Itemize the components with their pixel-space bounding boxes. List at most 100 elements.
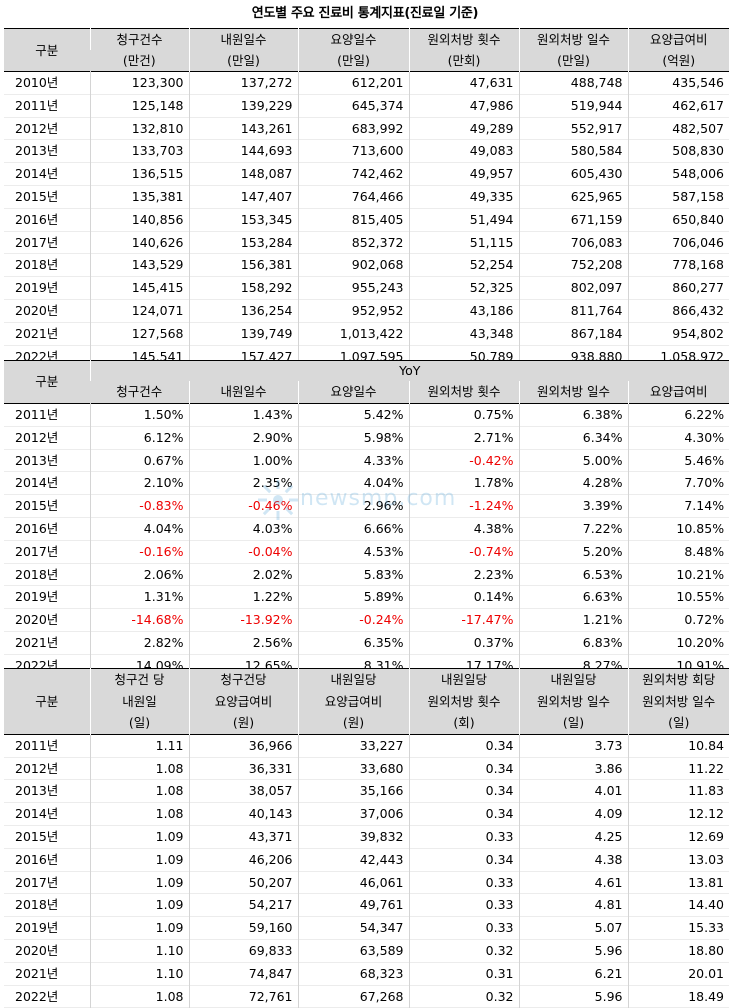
- year-cell: 2019년: [15, 589, 59, 605]
- header-yoy: YoY: [89, 360, 730, 381]
- value-cell: 2.06%: [89, 563, 189, 586]
- table-row: 2018년 143,529 156,381 902,068 52,254 752,208 7…: [4, 253, 729, 277]
- value-cell: 139,749: [188, 322, 298, 346]
- table-row: 2011년 125,148 139,229 645,374 47,986 519,944 4…: [4, 94, 729, 118]
- value-cell: 54,347: [297, 916, 409, 940]
- value-cell: 6.63%: [518, 585, 628, 609]
- value-cell: 43,186: [408, 299, 519, 323]
- value-cell: 153,345: [188, 208, 298, 232]
- value-cell: 0.75%: [408, 403, 519, 427]
- value-cell: 6.83%: [518, 631, 628, 655]
- value-cell: 153,284: [188, 231, 298, 254]
- value-cell: 6.53%: [518, 563, 628, 586]
- value-cell: 5.89%: [297, 585, 409, 609]
- header-unit: (만건): [90, 50, 189, 72]
- value-cell: 139,229: [188, 94, 298, 118]
- value-cell: 145,415: [89, 276, 189, 300]
- value-cell: 4.01: [518, 779, 628, 803]
- value-cell: 158,292: [188, 276, 298, 300]
- value-cell: 47,986: [408, 94, 519, 118]
- value-cell: 1.09: [89, 871, 189, 894]
- value-cell: 3.86: [518, 757, 628, 780]
- table-row: 2017년 -0.16% -0.04% 4.53% -0.74% 5.20% 8.48%: [4, 540, 730, 564]
- value-cell: 802,097: [518, 276, 628, 300]
- value-cell: 132,810: [89, 117, 189, 140]
- header-unit: (일): [89, 712, 189, 735]
- table-row: 2019년 1.09 59,160 54,347 0.33 5.07 15.33: [4, 916, 729, 940]
- value-cell: 519,944: [518, 94, 628, 118]
- table-row: 2015년 -0.83% -0.46% 2.96% -1.24% 3.39% 7.14%: [4, 494, 730, 518]
- header-line: 내원일당: [408, 668, 519, 691]
- table-row: 2014년 1.08 40,143 37,006 0.34 4.09 12.12: [4, 802, 729, 826]
- header-line: 청구건당: [188, 668, 298, 691]
- year-cell: 2017년: [15, 234, 59, 250]
- header-line: 내원일: [89, 690, 189, 713]
- value-cell: 6.22%: [627, 403, 730, 427]
- value-cell: 137,272: [188, 71, 298, 95]
- value-cell: 625,965: [518, 185, 628, 209]
- value-cell: 2.90%: [188, 426, 298, 450]
- value-cell: 12.69: [627, 825, 729, 849]
- value-cell: 4.61: [518, 871, 628, 894]
- value-cell: 10.85%: [627, 517, 730, 541]
- value-cell: 1.09: [89, 825, 189, 849]
- value-cell: 1.09: [89, 848, 189, 872]
- value-cell: 645,374: [297, 94, 409, 118]
- value-cell: 955,243: [297, 276, 409, 300]
- value-cell: 140,856: [89, 208, 189, 232]
- table-row: 2016년 140,856 153,345 815,405 51,494 671,159 6…: [4, 208, 729, 232]
- value-cell: 488,748: [518, 71, 628, 95]
- header-unit: (일): [627, 712, 729, 735]
- value-cell: 13.81: [627, 871, 729, 894]
- value-cell: 5.83%: [297, 563, 409, 586]
- year-cell: 2014년: [15, 166, 59, 182]
- value-cell: 10.84: [627, 734, 729, 758]
- value-cell: 671,159: [518, 208, 628, 232]
- value-cell: 5.07: [518, 916, 628, 940]
- value-cell: 11.22: [627, 757, 729, 780]
- value-cell: 867,184: [518, 322, 628, 346]
- value-cell: 33,680: [297, 757, 409, 780]
- header-unit: (만회): [408, 50, 519, 72]
- header-unit: (만일): [297, 50, 409, 72]
- year-cell: 2012년: [15, 429, 59, 445]
- value-cell: 36,331: [188, 757, 298, 780]
- value-cell: 1.11: [89, 734, 189, 758]
- value-cell: 156,381: [188, 253, 298, 277]
- value-cell: 1.00%: [188, 449, 298, 472]
- value-cell: 133,703: [89, 139, 189, 163]
- year-cell: 2010년: [15, 75, 59, 90]
- value-cell: 1.08: [89, 757, 189, 780]
- value-cell: -0.04%: [188, 540, 298, 564]
- value-cell: 2.23%: [408, 563, 519, 586]
- value-cell: 39,832: [297, 825, 409, 849]
- year-cell: 2021년: [15, 634, 59, 650]
- value-cell: 7.14%: [627, 494, 730, 518]
- value-cell: 4.25: [518, 825, 628, 849]
- value-cell: 54,217: [188, 893, 298, 917]
- table-row: 2020년 124,071 136,254 952,952 43,186 811,764 8…: [4, 299, 729, 323]
- value-cell: 0.34: [408, 779, 519, 803]
- year-cell: 2022년: [15, 988, 59, 1004]
- yoy-header: 구분 YoY 청구건수 내원일수 요양일수 원외처방 횟수 원외처방 일수 요양…: [4, 360, 730, 404]
- value-cell: 0.67%: [89, 449, 189, 472]
- value-cell: 123,300: [89, 71, 189, 95]
- table-row: 2020년 1.10 69,833 63,589 0.32 5.96 18.80: [4, 939, 729, 963]
- year-cell: 2016년: [15, 520, 59, 536]
- value-cell: 612,201: [297, 71, 409, 95]
- value-cell: 952,952: [297, 299, 409, 323]
- value-cell: 0.14%: [408, 585, 519, 609]
- header-category: 구분: [4, 360, 90, 404]
- table-row: 2016년 4.04% 4.03% 6.66% 4.38% 7.22% 10.85%: [4, 517, 730, 541]
- value-cell: 51,115: [408, 231, 519, 254]
- value-cell: 49,335: [408, 185, 519, 209]
- table-row: 2013년 0.67% 1.00% 4.33% -0.42% 5.00% 5.46%: [4, 449, 730, 472]
- value-cell: 1.43%: [188, 403, 298, 427]
- value-cell: 68,323: [297, 962, 409, 986]
- header-line: 원외처방 회당: [627, 668, 729, 691]
- value-cell: 1.10: [89, 962, 189, 986]
- header-line: [4, 668, 90, 691]
- absolute-stats-header: 구분 청구건수 내원일수 요양일수 원외처방 횟수 원외처방 일수 요양급여비 …: [4, 28, 729, 72]
- value-cell: 4.38%: [408, 517, 519, 541]
- value-cell: 0.34: [408, 757, 519, 780]
